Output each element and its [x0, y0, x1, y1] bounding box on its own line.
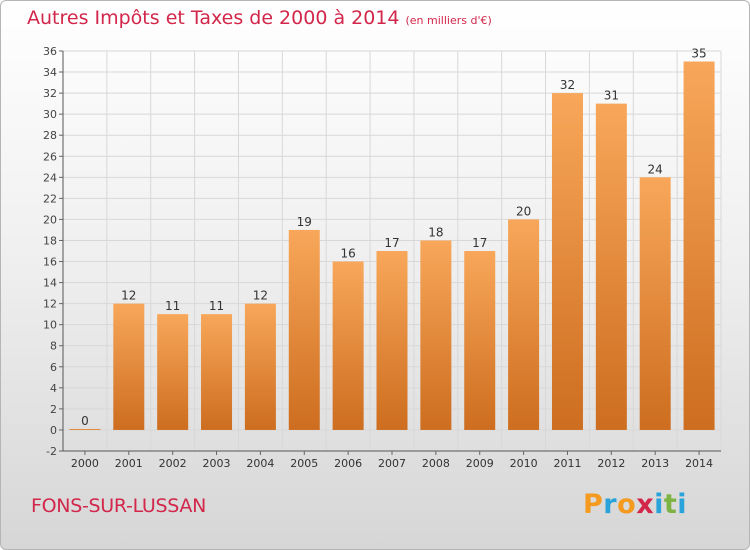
chart-unit-subtitle: (en milliers d'€) [405, 14, 492, 27]
y-tick-label: 20 [43, 213, 57, 226]
x-tick-label: 2012 [597, 457, 625, 470]
bar [244, 303, 276, 430]
bar-value-label: 32 [560, 78, 575, 92]
bar-value-label: 11 [165, 299, 180, 313]
y-tick-label: 28 [43, 129, 57, 142]
logo-letter: o [617, 489, 637, 520]
x-tick-label: 2014 [685, 457, 713, 470]
bar-value-label: 12 [121, 289, 136, 303]
y-tick-label: 6 [50, 361, 57, 374]
y-tick-label: 30 [43, 108, 57, 121]
proxiti-logo: Proxiti [583, 489, 687, 520]
y-tick-label: 2 [50, 403, 57, 416]
bar-value-label: 20 [516, 204, 531, 218]
bar-value-label: 35 [691, 47, 706, 61]
logo-letter: P [583, 489, 604, 520]
bar-value-label: 12 [253, 289, 268, 303]
chart-title-text: Autres Impôts et Taxes de 2000 à 2014 [27, 7, 400, 29]
y-tick-label: 22 [43, 192, 57, 205]
bar [464, 251, 496, 430]
x-tick-label: 2007 [378, 457, 406, 470]
logo-letter: i [677, 489, 688, 520]
bar-value-label: 0 [81, 414, 89, 428]
y-tick-label: 16 [43, 256, 57, 269]
x-tick-label: 2001 [115, 457, 143, 470]
bar-value-label: 31 [604, 89, 619, 103]
y-tick-label: 8 [50, 340, 57, 353]
x-tick-label: 2010 [510, 457, 538, 470]
y-tick-label: 14 [43, 277, 57, 290]
commune-name: FONS-SUR-LUSSAN [31, 495, 206, 517]
bar [420, 240, 452, 430]
chart-title: Autres Impôts et Taxes de 2000 à 2014 (en… [27, 7, 492, 29]
bar-value-label: 11 [209, 299, 224, 313]
y-tick-label: 12 [43, 298, 57, 311]
axes [59, 50, 721, 455]
logo-letter: x [636, 489, 655, 520]
x-tick-label: 2008 [422, 457, 450, 470]
x-tick-label: 2004 [246, 457, 274, 470]
bar-value-label: 19 [297, 215, 312, 229]
bar-value-label: 16 [340, 247, 355, 261]
y-tick-label: 24 [43, 171, 57, 184]
bar [201, 314, 233, 430]
bar [551, 93, 583, 430]
bars [69, 61, 715, 430]
x-tick-label: 2009 [466, 457, 494, 470]
bar-value-label: 17 [472, 236, 487, 250]
labels: -202468101214161820222426283032343602000… [43, 45, 713, 470]
x-tick-label: 2000 [71, 457, 99, 470]
logo-letter: t [663, 489, 678, 520]
y-tick-label: 34 [43, 66, 57, 79]
bar [332, 261, 364, 430]
bar [113, 303, 145, 430]
bar [595, 103, 627, 430]
bar-value-label: 18 [428, 225, 443, 239]
x-tick-label: 2005 [290, 457, 318, 470]
x-tick-label: 2002 [159, 457, 187, 470]
logo-letter: r [603, 489, 618, 520]
x-tick-label: 2011 [553, 457, 581, 470]
y-tick-label: 18 [43, 234, 57, 247]
x-tick-label: 2003 [203, 457, 231, 470]
bar [639, 177, 671, 430]
bar-value-label: 17 [384, 236, 399, 250]
logo-letter: i [654, 489, 664, 520]
bar-value-label: 24 [648, 162, 663, 176]
y-tick-label: 10 [43, 319, 57, 332]
bar [683, 61, 715, 430]
bar [69, 428, 101, 430]
bar [157, 314, 189, 430]
y-tick-label: 4 [50, 382, 57, 395]
bar [508, 219, 540, 430]
bar [288, 229, 320, 430]
y-tick-label: -2 [46, 445, 57, 458]
y-tick-label: 36 [43, 45, 57, 58]
bar [376, 251, 408, 430]
y-tick-label: 26 [43, 150, 57, 163]
x-tick-label: 2006 [334, 457, 362, 470]
y-tick-label: 32 [43, 87, 57, 100]
y-tick-label: 0 [50, 424, 57, 437]
x-tick-label: 2013 [641, 457, 669, 470]
